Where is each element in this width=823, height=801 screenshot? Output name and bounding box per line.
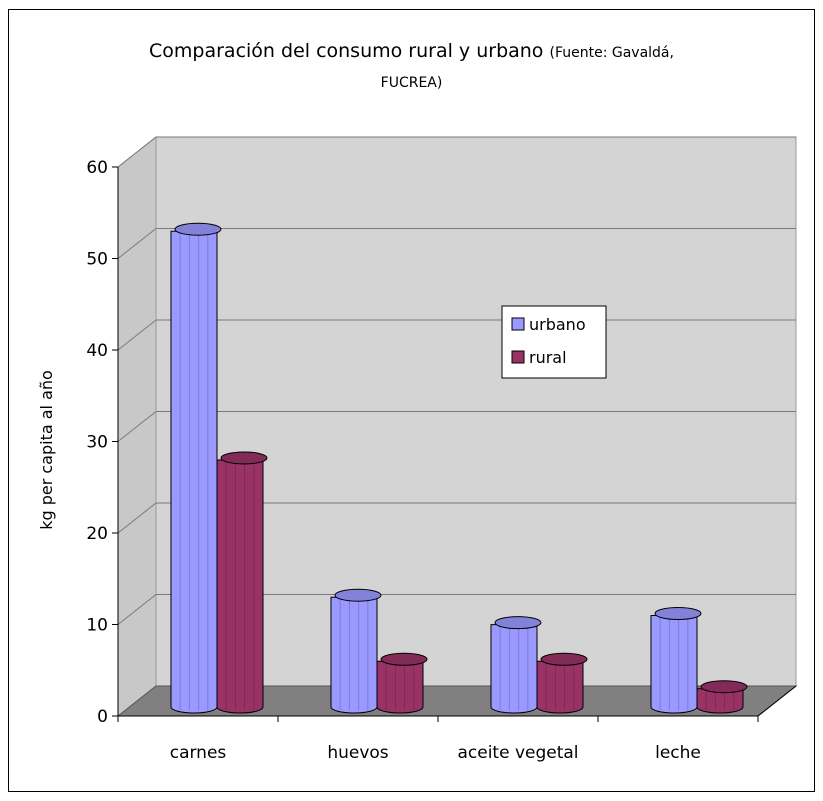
y-tick-label: 0 bbox=[97, 707, 108, 727]
title-source-line2: FUCREA) bbox=[380, 75, 443, 91]
bar-body bbox=[650, 615, 698, 714]
y-tick-label: 60 bbox=[86, 158, 108, 178]
bar-body bbox=[170, 230, 218, 714]
y-tick-label: 30 bbox=[86, 433, 108, 453]
y-tick-label: 20 bbox=[86, 524, 108, 544]
bar-top bbox=[700, 680, 748, 694]
y-tick-label: 40 bbox=[86, 341, 108, 361]
bar-top bbox=[540, 652, 588, 666]
bar-top bbox=[380, 652, 428, 666]
gridline-depth bbox=[117, 502, 157, 534]
bar-top bbox=[334, 588, 382, 602]
legend-label: rural bbox=[529, 348, 567, 367]
gridline-depth bbox=[117, 136, 157, 168]
bar-urbano bbox=[650, 607, 702, 714]
bar-body bbox=[216, 459, 264, 714]
x-axis-depth-line bbox=[757, 685, 797, 717]
bar-body bbox=[490, 624, 538, 714]
x-tick-label: huevos bbox=[327, 743, 388, 763]
y-tick-label: 50 bbox=[86, 250, 108, 270]
x-tick-label: leche bbox=[655, 743, 701, 763]
y-tick-label: 10 bbox=[86, 616, 108, 636]
bar-urbano bbox=[330, 588, 382, 714]
bar-body bbox=[376, 660, 424, 714]
legend-swatch bbox=[511, 350, 525, 364]
y-axis-title: kg per capita al año bbox=[37, 370, 56, 530]
bar-rural bbox=[696, 680, 748, 714]
bar-top bbox=[494, 616, 542, 630]
chart-frame bbox=[8, 9, 815, 792]
x-tick-label: aceite vegetal bbox=[457, 743, 578, 763]
gridline-depth bbox=[117, 319, 157, 351]
bar-rural bbox=[536, 652, 588, 714]
bar-urbano bbox=[490, 616, 542, 714]
chart-title: Comparación del consumo rural y urbano (… bbox=[0, 40, 823, 62]
gridline-depth bbox=[117, 411, 157, 442]
gridline-depth bbox=[117, 228, 157, 259]
bar-top bbox=[174, 222, 222, 236]
bar-body bbox=[536, 660, 584, 714]
gridline-depth bbox=[117, 594, 157, 625]
bar-rural bbox=[376, 652, 428, 714]
title-source-line1: (Fuente: Gavaldá, bbox=[549, 45, 674, 61]
legend-label: urbano bbox=[529, 315, 586, 334]
bar-rural bbox=[216, 451, 268, 714]
bar-body bbox=[330, 596, 378, 714]
bar-urbano bbox=[170, 222, 222, 714]
x-tick-label: carnes bbox=[170, 743, 227, 763]
title-main: Comparación del consumo rural y urbano bbox=[149, 40, 544, 62]
legend-swatch bbox=[511, 317, 525, 331]
bar-top bbox=[220, 451, 268, 465]
bar-top bbox=[654, 607, 702, 620]
bar-body bbox=[696, 688, 744, 714]
